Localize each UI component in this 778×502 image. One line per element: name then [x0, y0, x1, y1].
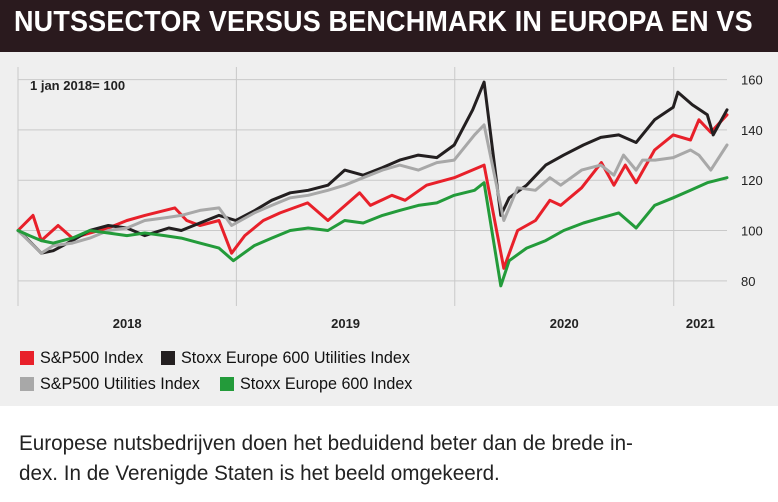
- legend-swatch-sp500: [20, 351, 34, 365]
- legend: S&P500 Index Stoxx Europe 600 Utilities …: [20, 345, 760, 397]
- legend-item-stoxx600: Stoxx Europe 600 Index: [220, 374, 421, 394]
- legend-row-2: S&P500 Utilities Index Stoxx Europe 600 …: [20, 371, 760, 397]
- y-tick-label-160: 160: [741, 73, 763, 88]
- legend-label-stoxx600: Stoxx Europe 600 Index: [240, 374, 413, 393]
- series-line-3: [16, 176, 729, 288]
- legend-swatch-stoxx600: [220, 377, 235, 391]
- x-tick-label-2021: 2021: [686, 316, 715, 331]
- x-tick-label-2020: 2020: [550, 316, 579, 331]
- legend-swatch-sp500-utilities: [20, 377, 34, 391]
- series-line-0: [16, 113, 729, 270]
- caption: Europese nutsbedrijven doen het beduiden…: [19, 428, 734, 488]
- y-tick-label-140: 140: [741, 123, 763, 138]
- y-tick-label-80: 80: [741, 274, 755, 289]
- legend-item-sp500-utilities: S&P500 Utilities Index: [20, 374, 208, 394]
- legend-swatch-stoxx-utilities: [160, 351, 175, 365]
- y-tick-label-120: 120: [741, 173, 763, 188]
- legend-label-sp500: S&P500 Index: [40, 348, 144, 367]
- caption-line-1: Europese nutsbedrijven doen het beduiden…: [19, 431, 633, 455]
- x-tick-label-2018: 2018: [113, 316, 142, 331]
- caption-line-2: dex. In de Verenigde Staten is het beeld…: [19, 461, 500, 485]
- series-line-2: [16, 123, 729, 255]
- axis-ticks: 80 100 120 140 160 2018 2019 2020 2021: [113, 73, 763, 331]
- legend-item-stoxx-utilities: Stoxx Europe 600 Utilities Index: [160, 348, 422, 368]
- legend-label-sp500-utilities: S&P500 Utilities Index: [40, 374, 200, 393]
- x-tick-label-2019: 2019: [331, 316, 360, 331]
- chart-subtitle: 1 jan 2018= 100: [30, 78, 125, 93]
- line-chart: 80 100 120 140 160 2018 2019 2020 2021 1 jan 201…: [16, 67, 763, 331]
- gridlines: [17, 67, 727, 306]
- header-banner: NUTSSECTOR VERSUS BENCHMARK IN EUROPA EN…: [0, 0, 778, 52]
- legend-item-sp500: S&P500 Index: [20, 348, 149, 368]
- series-lines: [16, 80, 729, 288]
- y-tick-label-100: 100: [741, 224, 763, 239]
- legend-row-1: S&P500 Index Stoxx Europe 600 Utilities …: [20, 345, 760, 371]
- series-line-1: [16, 80, 729, 255]
- legend-label-stoxx-utilities: Stoxx Europe 600 Utilities Index: [180, 348, 410, 367]
- chart-title: NUTSSECTOR VERSUS BENCHMARK IN EUROPA EN…: [14, 6, 753, 38]
